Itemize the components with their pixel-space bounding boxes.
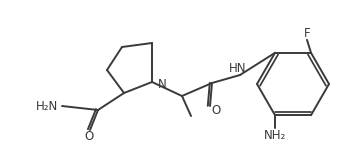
Text: H₂N: H₂N xyxy=(36,100,58,112)
Text: HN: HN xyxy=(229,61,247,75)
Text: NH₂: NH₂ xyxy=(264,129,286,142)
Text: N: N xyxy=(158,78,167,91)
Text: F: F xyxy=(304,27,310,40)
Text: O: O xyxy=(84,131,94,143)
Text: O: O xyxy=(211,104,220,118)
